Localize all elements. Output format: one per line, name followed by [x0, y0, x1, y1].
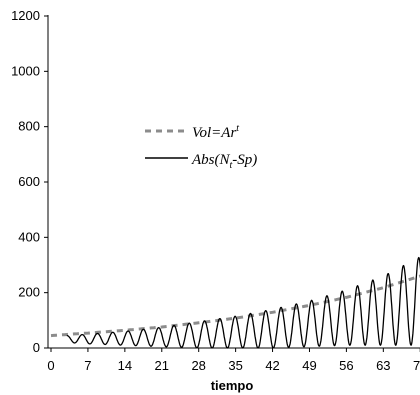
x-tick-label: 49: [302, 358, 316, 373]
x-tick-label: 70: [413, 358, 420, 373]
x-axis-label: tiempo: [211, 378, 254, 393]
legend-abs-main: Abs(N: [191, 152, 230, 168]
series-line-vol: [50, 274, 420, 338]
x-tick-label: 21: [155, 358, 169, 373]
legend-label-vol: Vol=Art: [192, 123, 239, 141]
legend-vol-superscript: t: [236, 123, 239, 134]
y-tick-label: 1200: [11, 8, 40, 23]
x-axis-ticks: 0714212835424956637077849198: [47, 348, 420, 373]
legend-abs-main-after: -Sp): [232, 152, 257, 168]
x-tick-label: 28: [191, 358, 205, 373]
y-tick-label: 800: [18, 119, 40, 134]
x-tick-label: 35: [228, 358, 242, 373]
legend-abs-subscript: t: [230, 160, 233, 171]
y-tick-label: 0: [33, 340, 40, 355]
x-tick-label: 7: [84, 358, 91, 373]
x-tick-label: 56: [339, 358, 353, 373]
legend: Vol=Art Abs(Nt-Sp): [145, 123, 257, 171]
x-tick-label: 42: [265, 358, 279, 373]
series-line-abs: [66, 256, 420, 349]
plot-area: [50, 256, 420, 349]
y-axis-ticks: 0 200 400 600 800 1000 1200: [11, 8, 48, 355]
legend-vol-main: Vol=Ar: [192, 125, 236, 141]
y-tick-label: 600: [18, 174, 40, 189]
x-tick-label: 14: [118, 358, 132, 373]
x-tick-label: 63: [376, 358, 390, 373]
legend-label-abs: Abs(Nt-Sp): [191, 152, 257, 171]
y-tick-label: 1000: [11, 63, 40, 78]
y-tick-label: 200: [18, 285, 40, 300]
y-tick-label: 400: [18, 229, 40, 244]
x-tick-label: 0: [47, 358, 54, 373]
